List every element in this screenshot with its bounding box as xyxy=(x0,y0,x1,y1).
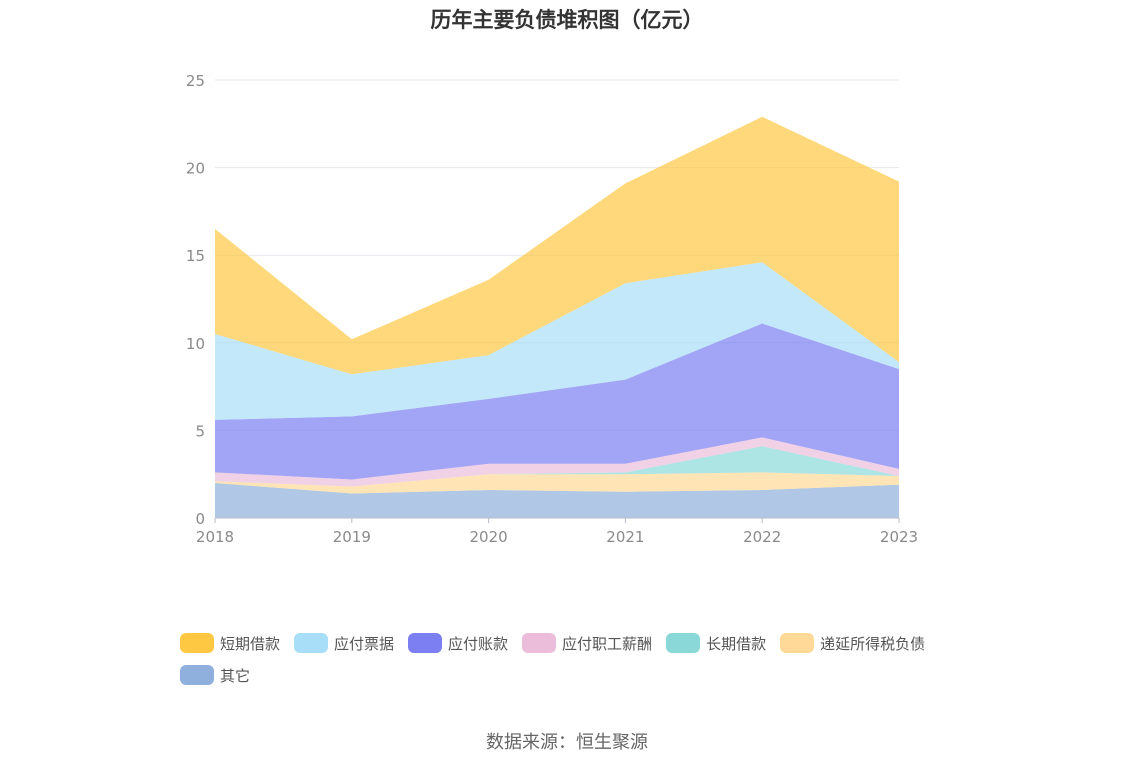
y-tick-label: 15 xyxy=(186,247,205,265)
legend-item-6[interactable]: 其它 xyxy=(180,664,250,686)
area-series-1 xyxy=(215,472,899,494)
legend-swatch xyxy=(780,633,815,653)
legend-label: 短期借款 xyxy=(220,634,281,653)
legend-label: 其它 xyxy=(220,666,251,685)
y-tick-label: 20 xyxy=(186,160,205,178)
y-tick-label: 10 xyxy=(186,335,205,353)
axes: 0 5 10 15 20 25 2018 2019 2020 2021 2022 2023 xyxy=(186,72,918,546)
data-source: 数据来源：恒生聚源 xyxy=(486,732,648,753)
legend-item-1[interactable]: 应付票据 xyxy=(294,632,394,654)
legend-label: 应付账款 xyxy=(448,634,509,653)
area-series xyxy=(215,116,899,518)
legend-swatch xyxy=(408,633,443,653)
x-tick-label: 2018 xyxy=(196,528,234,546)
area-series-2 xyxy=(215,446,899,487)
legend-swatch xyxy=(294,633,329,653)
x-tick-label: 2021 xyxy=(606,528,644,546)
legend-item-3[interactable]: 应付职工薪酬 xyxy=(522,632,652,654)
chart-title: 历年主要负债堆积图（亿元） xyxy=(430,8,704,32)
y-tick-label: 5 xyxy=(195,422,205,440)
y-tick-label: 25 xyxy=(186,72,205,90)
legend-label: 应付票据 xyxy=(334,634,395,653)
area-series-4 xyxy=(215,323,899,480)
area-series-0 xyxy=(215,483,899,518)
legend-item-0[interactable]: 短期借款 xyxy=(180,632,280,654)
legend-item-2[interactable]: 应付账款 xyxy=(408,632,508,654)
legend-swatch xyxy=(522,633,557,653)
x-tick-label: 2020 xyxy=(470,528,508,546)
legend-swatch xyxy=(666,633,701,653)
legend: 短期借款 应付票据 应付账款 应付职工薪酬 长期借款 递延所得税负债其它 xyxy=(180,632,980,686)
area-series-6 xyxy=(215,116,899,375)
x-tick-label: 2022 xyxy=(743,528,781,546)
legend-label: 应付职工薪酬 xyxy=(562,634,653,653)
y-tick-label: 0 xyxy=(195,510,205,528)
legend-label: 长期借款 xyxy=(706,634,767,653)
x-tick-label: 2019 xyxy=(333,528,371,546)
area-series-5 xyxy=(215,262,899,420)
x-tick-label: 2023 xyxy=(880,528,918,546)
legend-swatch xyxy=(180,633,214,653)
area-series-3 xyxy=(215,437,899,487)
legend-item-5[interactable]: 递延所得税负债 xyxy=(780,632,925,654)
legend-swatch xyxy=(180,665,214,685)
legend-label: 递延所得税负债 xyxy=(820,634,926,653)
legend-item-4[interactable]: 长期借款 xyxy=(666,632,766,654)
